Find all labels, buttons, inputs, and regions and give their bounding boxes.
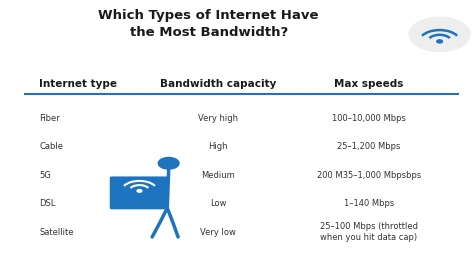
Text: 5G: 5G [39,171,51,180]
Text: Bandwidth capacity: Bandwidth capacity [160,79,276,89]
Text: Medium: Medium [201,171,235,180]
Text: Max speeds: Max speeds [334,79,404,89]
Circle shape [409,17,470,51]
Text: Satellite: Satellite [39,228,73,237]
FancyBboxPatch shape [110,176,169,209]
Text: High: High [209,143,228,151]
Text: Cable: Cable [39,143,63,151]
Text: Internet type: Internet type [39,79,117,89]
Circle shape [158,157,179,169]
Text: 25–100 Mbps (throttled
when you hit data cap): 25–100 Mbps (throttled when you hit data… [320,222,418,242]
Circle shape [437,40,442,43]
Text: Fiber: Fiber [39,114,60,123]
Text: DSL: DSL [39,199,55,208]
Text: 25–1,200 Mbps: 25–1,200 Mbps [337,143,401,151]
Text: Low: Low [210,199,227,208]
Text: 100–10,000 Mbps: 100–10,000 Mbps [332,114,406,123]
Circle shape [137,190,142,192]
Text: 200 M35–1,000 Mbpsbps: 200 M35–1,000 Mbpsbps [317,171,421,180]
Text: Very high: Very high [198,114,238,123]
Text: Which Types of Internet Have
the Most Bandwidth?: Which Types of Internet Have the Most Ba… [99,9,319,39]
Text: 1–140 Mbps: 1–140 Mbps [344,199,394,208]
Text: Very low: Very low [200,228,236,237]
